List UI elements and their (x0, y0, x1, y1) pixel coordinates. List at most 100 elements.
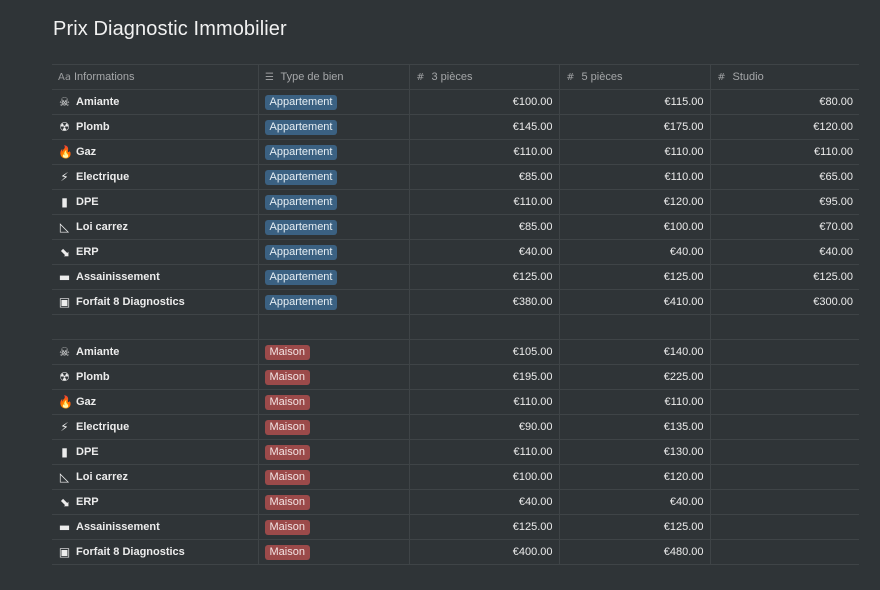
cell-type-de-bien[interactable]: Appartement (257, 89, 410, 115)
cell-type-de-bien[interactable]: Appartement (257, 114, 410, 140)
cell-5-pieces[interactable]: €480.00 (558, 539, 711, 565)
cell-studio[interactable]: €95.00 (709, 189, 859, 215)
cell-informations[interactable]: ▣ Forfait 8 Diagnostics (52, 539, 259, 565)
cell-studio[interactable]: €120.00 (709, 114, 859, 140)
cell-3-pieces[interactable]: €85.00 (408, 214, 560, 240)
cell-studio[interactable] (709, 414, 859, 440)
cell-type-de-bien[interactable]: Maison (257, 514, 410, 540)
cell-3-pieces[interactable]: €105.00 (408, 339, 560, 365)
empty-cell[interactable] (257, 314, 410, 340)
cell-studio[interactable]: €125.00 (709, 264, 859, 290)
cell-3-pieces[interactable]: €100.00 (408, 89, 560, 115)
cell-3-pieces[interactable]: €110.00 (408, 389, 560, 415)
table-row[interactable]: ◺ Loi carrez Appartement €85.00 €100.00 €70.0… (52, 214, 859, 240)
cell-type-de-bien[interactable]: Maison (257, 364, 410, 390)
column-header-studio[interactable]: # Studio (709, 64, 859, 90)
cell-5-pieces[interactable]: €410.00 (558, 289, 711, 315)
table-row[interactable]: ⚡ Electrique Appartement €85.00 €110.00 €65.0… (52, 164, 859, 190)
empty-cell[interactable] (558, 314, 711, 340)
cell-informations[interactable]: ◺ Loi carrez (52, 464, 259, 490)
cell-3-pieces[interactable]: €110.00 (408, 139, 560, 165)
cell-studio[interactable] (709, 539, 859, 565)
cell-3-pieces[interactable]: €40.00 (408, 239, 560, 265)
cell-informations[interactable]: ▬ Assainissement (52, 514, 259, 540)
cell-informations[interactable]: ☢ Plomb (52, 114, 259, 140)
cell-type-de-bien[interactable]: Maison (257, 464, 410, 490)
cell-5-pieces[interactable]: €120.00 (558, 464, 711, 490)
cell-type-de-bien[interactable]: Appartement (257, 139, 410, 165)
empty-row[interactable] (52, 314, 859, 340)
cell-type-de-bien[interactable]: Appartement (257, 214, 410, 240)
cell-studio[interactable] (709, 514, 859, 540)
table-row[interactable]: ⬊ ERP Appartement €40.00 €40.00 €40.00 (52, 239, 859, 265)
empty-cell[interactable] (709, 314, 859, 340)
table-row[interactable]: ☢ Plomb Appartement €145.00 €175.00 €120.00 (52, 114, 859, 140)
table-row[interactable]: ▬ Assainissement Maison €125.00 €125.00 (52, 514, 859, 540)
cell-type-de-bien[interactable]: Appartement (257, 264, 410, 290)
cell-type-de-bien[interactable]: Maison (257, 389, 410, 415)
table-row[interactable]: ▬ Assainissement Appartement €125.00 €125.00… (52, 264, 859, 290)
cell-3-pieces[interactable]: €380.00 (408, 289, 560, 315)
cell-studio[interactable]: €300.00 (709, 289, 859, 315)
cell-studio[interactable]: €40.00 (709, 239, 859, 265)
cell-studio[interactable] (709, 439, 859, 465)
cell-3-pieces[interactable]: €90.00 (408, 414, 560, 440)
cell-5-pieces[interactable]: €135.00 (558, 414, 711, 440)
cell-informations[interactable]: ▮ DPE (52, 439, 259, 465)
cell-5-pieces[interactable]: €130.00 (558, 439, 711, 465)
table-row[interactable]: ▮ DPE Appartement €110.00 €120.00 €95.00 (52, 189, 859, 215)
cell-type-de-bien[interactable]: Maison (257, 539, 410, 565)
cell-5-pieces[interactable]: €175.00 (558, 114, 711, 140)
cell-studio[interactable]: €65.00 (709, 164, 859, 190)
cell-informations[interactable]: 🔥 Gaz (52, 389, 259, 415)
cell-5-pieces[interactable]: €120.00 (558, 189, 711, 215)
cell-3-pieces[interactable]: €195.00 (408, 364, 560, 390)
cell-informations[interactable]: ◺ Loi carrez (52, 214, 259, 240)
column-header-3-pieces[interactable]: #3 pièces (408, 64, 560, 90)
cell-studio[interactable] (709, 389, 859, 415)
column-header-type-de-bien[interactable]: ☰ Type de bien (257, 64, 410, 90)
cell-3-pieces[interactable]: €100.00 (408, 464, 560, 490)
table-row[interactable]: 🔥 Gaz Maison €110.00 €110.00 (52, 389, 859, 415)
cell-informations[interactable]: ☠ Amiante (52, 89, 259, 115)
cell-5-pieces[interactable]: €225.00 (558, 364, 711, 390)
cell-3-pieces[interactable]: €125.00 (408, 514, 560, 540)
cell-3-pieces[interactable]: €125.00 (408, 264, 560, 290)
cell-studio[interactable]: €70.00 (709, 214, 859, 240)
cell-5-pieces[interactable]: €115.00 (558, 89, 711, 115)
cell-5-pieces[interactable]: €140.00 (558, 339, 711, 365)
table-row[interactable]: 🔥 Gaz Appartement €110.00 €110.00 €110.00 (52, 139, 859, 165)
cell-type-de-bien[interactable]: Maison (257, 339, 410, 365)
cell-studio[interactable] (709, 489, 859, 515)
cell-informations[interactable]: ⚡ Electrique (52, 414, 259, 440)
column-header-informations[interactable]: Aa Informations (52, 64, 259, 90)
cell-3-pieces[interactable]: €110.00 (408, 189, 560, 215)
table-row[interactable]: ◺ Loi carrez Maison €100.00 €120.00 (52, 464, 859, 490)
cell-3-pieces[interactable]: €400.00 (408, 539, 560, 565)
cell-informations[interactable]: ▣ Forfait 8 Diagnostics (52, 289, 259, 315)
cell-5-pieces[interactable]: €110.00 (558, 164, 711, 190)
cell-informations[interactable]: ▮ DPE (52, 189, 259, 215)
cell-5-pieces[interactable]: €125.00 (558, 514, 711, 540)
table-row[interactable]: ☢ Plomb Maison €195.00 €225.00 (52, 364, 859, 390)
table-row[interactable]: ⬊ ERP Maison €40.00 €40.00 (52, 489, 859, 515)
cell-5-pieces[interactable]: €110.00 (558, 389, 711, 415)
cell-type-de-bien[interactable]: Appartement (257, 289, 410, 315)
cell-5-pieces[interactable]: €110.00 (558, 139, 711, 165)
cell-3-pieces[interactable]: €40.00 (408, 489, 560, 515)
cell-informations[interactable]: ⬊ ERP (52, 239, 259, 265)
cell-3-pieces[interactable]: €85.00 (408, 164, 560, 190)
cell-informations[interactable]: ⬊ ERP (52, 489, 259, 515)
cell-informations[interactable]: 🔥 Gaz (52, 139, 259, 165)
cell-5-pieces[interactable]: €100.00 (558, 214, 711, 240)
cell-3-pieces[interactable]: €145.00 (408, 114, 560, 140)
table-row[interactable]: ▣ Forfait 8 Diagnostics Appartement €380.00… (52, 289, 859, 315)
cell-type-de-bien[interactable]: Appartement (257, 239, 410, 265)
cell-studio[interactable]: €110.00 (709, 139, 859, 165)
empty-cell[interactable] (52, 314, 259, 340)
cell-studio[interactable] (709, 339, 859, 365)
table-row[interactable]: ☠ Amiante Appartement €100.00 €115.00 €80.00 (52, 89, 859, 115)
cell-5-pieces[interactable]: €125.00 (558, 264, 711, 290)
empty-cell[interactable] (408, 314, 560, 340)
cell-informations[interactable]: ⚡ Electrique (52, 164, 259, 190)
